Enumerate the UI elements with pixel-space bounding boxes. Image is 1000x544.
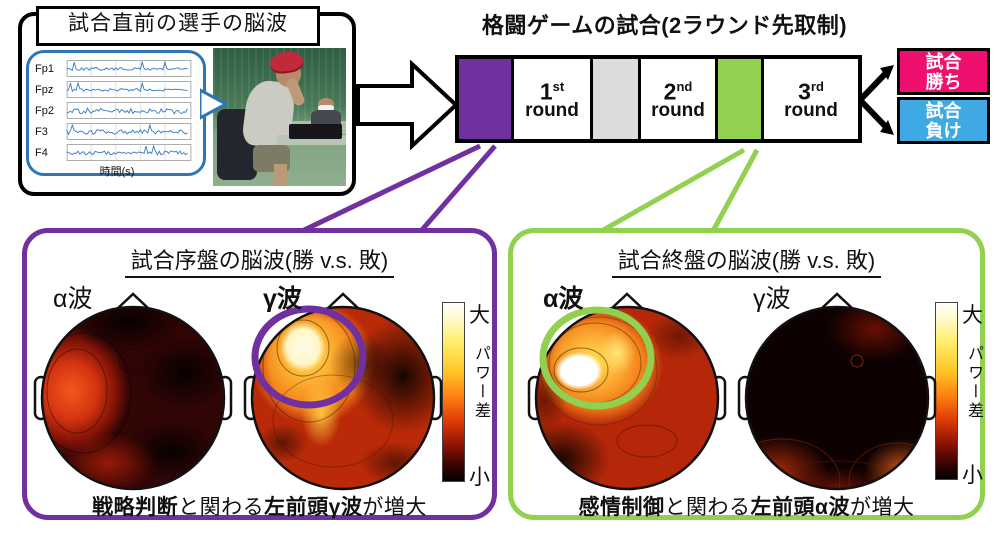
late-panel-caption: 感情制御と関わる左前頭α波が増大 [513,491,980,521]
match-win-box: 試合 勝ち [897,48,990,95]
round-word: round [525,100,579,122]
early-match-panel: 試合序盤の脳波(勝 v.s. 敗) α波 γ波 [22,228,497,520]
colorbar-late [935,302,958,480]
bystander-mask [318,104,335,112]
round-number: 3 [798,78,811,105]
channel-label: F3 [35,125,48,138]
lose-line1: 試合 [925,100,962,121]
round-number: 1 [539,78,553,105]
segment-late-green [715,59,761,139]
match-title: 格闘ゲームの試合(2ラウンド先取制) [481,13,848,38]
speech-bubble-tail [200,88,228,120]
round-word: round [651,100,705,122]
colorbar-high-label: 大 [962,304,983,327]
channel-label: F4 [35,146,48,159]
round-ordinal: st [552,78,565,94]
early-panel-title-text: 試合序盤の脳波(勝 v.s. 敗) [124,248,395,278]
gamma-hotspot-circle [251,305,367,409]
eeg-row: Fp1 [35,58,199,79]
desk [276,134,346,145]
colorbar-axis-label: パワー差 [965,345,982,421]
segment-round-3: 3rd round [761,59,858,139]
colorbar-early [442,302,465,482]
segment-round-1: 1st round [511,59,590,139]
segment-early-purple [459,59,511,139]
eeg-row: F4 [35,142,199,163]
eeg-traces-bubble: Fp1 Fpz Fp2 [26,50,206,178]
colorbar-low-label: 小 [469,466,490,489]
player-leg [274,163,288,186]
outcome-branch-arrows-icon [858,65,894,135]
alpha-hotspot-circle [539,306,655,410]
caption-bold: 感情制御 [578,496,665,519]
alpha-wave-label: α波 [543,285,584,313]
player-photo [213,48,346,186]
colorbar-axis-label: パワー差 [472,345,489,421]
gamma-wave-label: γ波 [263,285,302,313]
topomap-early-alpha [33,292,233,491]
win-line1: 試合 [925,51,962,72]
colorbar-low-label: 小 [962,464,983,487]
early-panel-caption: 戦略判断と関わる左前頭γ波が増大 [27,491,492,521]
topomap-late-alpha [527,292,727,491]
eeg-trace-plot [63,102,195,119]
bystander-body [311,110,341,127]
lose-line2: 負け [925,120,962,141]
late-panel-title-text: 試合終盤の脳波(勝 v.s. 敗) [611,248,882,278]
caption-regular: と関わる [178,496,265,519]
eeg-xaxis-label: 時間(s) [99,166,135,178]
caption-regular: が増大 [362,496,427,519]
caption-bold: 戦略判断 [92,496,179,519]
alpha-wave-label: α波 [53,285,93,313]
laptop [288,123,343,140]
match-timeline: 1st round 2nd round 3rd round [455,55,862,143]
big-right-arrow-icon [356,60,459,150]
pre-match-title: 試合直前の選手の脳波 [36,6,320,46]
topomap-early-gamma [243,292,443,491]
match-lose-box: 試合 負け [897,97,990,144]
colorbar-high-label: 大 [469,304,490,327]
topomap-late-gamma [737,292,937,491]
round-word: round [784,100,838,122]
caption-bold: 左前頭α波 [750,496,850,519]
eeg-row: Fpz [35,79,199,100]
segment-interval-gray [590,59,638,139]
late-panel-title: 試合終盤の脳波(勝 v.s. 敗) [513,243,980,278]
eeg-trace-plot [63,144,195,161]
eeg-row: Fp2 [35,100,199,121]
channel-label: Fp1 [35,62,54,75]
round-ordinal: rd [810,78,824,94]
eeg-trace-plot [63,81,195,98]
eeg-trace-plot [63,60,195,77]
caption-regular: と関わる [664,496,751,519]
eeg-row: F3 [35,121,199,142]
late-match-panel: 試合終盤の脳波(勝 v.s. 敗) α波 γ波 [508,228,985,520]
round-ordinal: nd [676,78,693,94]
win-line2: 勝ち [925,71,962,92]
caption-bold: 左前頭γ波 [264,496,363,519]
segment-round-2: 2nd round [638,59,715,139]
early-panel-title: 試合序盤の脳波(勝 v.s. 敗) [27,243,492,278]
channel-label: Fpz [35,83,54,96]
channel-label: Fp2 [35,104,54,117]
gamma-wave-label: γ波 [753,285,791,313]
caption-regular: が増大 [849,496,915,519]
round-number: 2 [663,78,677,105]
eeg-trace-plot [63,123,195,140]
